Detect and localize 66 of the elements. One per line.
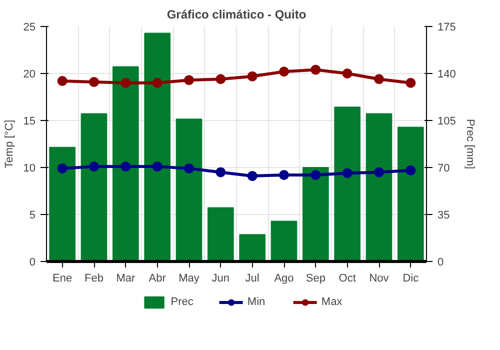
y-tick-label: 0 — [29, 256, 36, 268]
point — [152, 162, 162, 172]
x-tick-label: Jul — [245, 272, 260, 284]
x-tick-label: Dic — [402, 272, 420, 284]
point — [152, 78, 162, 88]
y2-tick-label: 70 — [438, 162, 450, 174]
point — [89, 76, 99, 87]
point — [374, 74, 384, 84]
point — [279, 170, 289, 180]
y-tick-label: 10 — [23, 162, 36, 174]
bar — [398, 126, 424, 262]
point — [342, 68, 352, 78]
x-tick-label: Nov — [369, 272, 390, 284]
bar — [144, 32, 170, 262]
x-tick-label: Sep — [306, 272, 326, 284]
chart-title: Gráfico climático - Quito — [166, 8, 306, 22]
point — [57, 163, 68, 174]
point — [89, 162, 99, 172]
bar — [112, 66, 139, 262]
point — [120, 78, 131, 88]
x-tick-label: Ene — [52, 272, 72, 284]
y2-tick-label: 35 — [438, 210, 450, 222]
point — [216, 74, 226, 84]
y2-tick-label: 105 — [438, 116, 456, 128]
y2-axis-title: Prec [mm] — [464, 118, 476, 170]
point — [406, 165, 416, 176]
point — [120, 162, 131, 172]
x-tick-label: Ago — [274, 272, 294, 284]
y-tick-label: 15 — [23, 116, 36, 128]
y-axis-title: Temp [°C] — [3, 120, 16, 168]
y2-tick-label: 175 — [438, 22, 456, 34]
point — [406, 78, 416, 88]
x-tick-label: May — [178, 272, 200, 284]
bar — [239, 234, 266, 262]
x-tick-label: Jun — [212, 272, 230, 284]
bar — [49, 146, 76, 262]
x-tick-label: Feb — [84, 272, 104, 284]
bar — [208, 207, 234, 262]
y-tick-label: 5 — [29, 210, 36, 222]
bar — [302, 167, 329, 262]
y2-tick-label: 140 — [438, 68, 456, 80]
bar — [334, 106, 360, 262]
legend-label: Max — [321, 295, 342, 309]
x-tick-label: Mar — [116, 272, 136, 284]
point — [216, 167, 226, 178]
point — [184, 75, 194, 86]
y-tick-label: 25 — [23, 22, 36, 34]
x-tick-label: Oct — [338, 272, 356, 284]
y2-tick-label: 0 — [438, 256, 444, 268]
y-tick-label: 20 — [23, 68, 36, 80]
bar — [366, 113, 392, 262]
x-tick-label: Abr — [148, 272, 166, 284]
point — [310, 170, 321, 180]
legend-label: Prec — [170, 295, 194, 309]
bar — [176, 118, 202, 262]
point — [247, 71, 258, 82]
point — [247, 170, 258, 181]
legend-label: Min — [247, 295, 266, 309]
point — [374, 167, 384, 178]
bar — [270, 220, 298, 262]
point — [279, 66, 289, 77]
point — [57, 76, 68, 86]
bar — [80, 113, 108, 262]
point — [310, 64, 321, 75]
point — [342, 168, 352, 178]
point — [184, 163, 194, 174]
